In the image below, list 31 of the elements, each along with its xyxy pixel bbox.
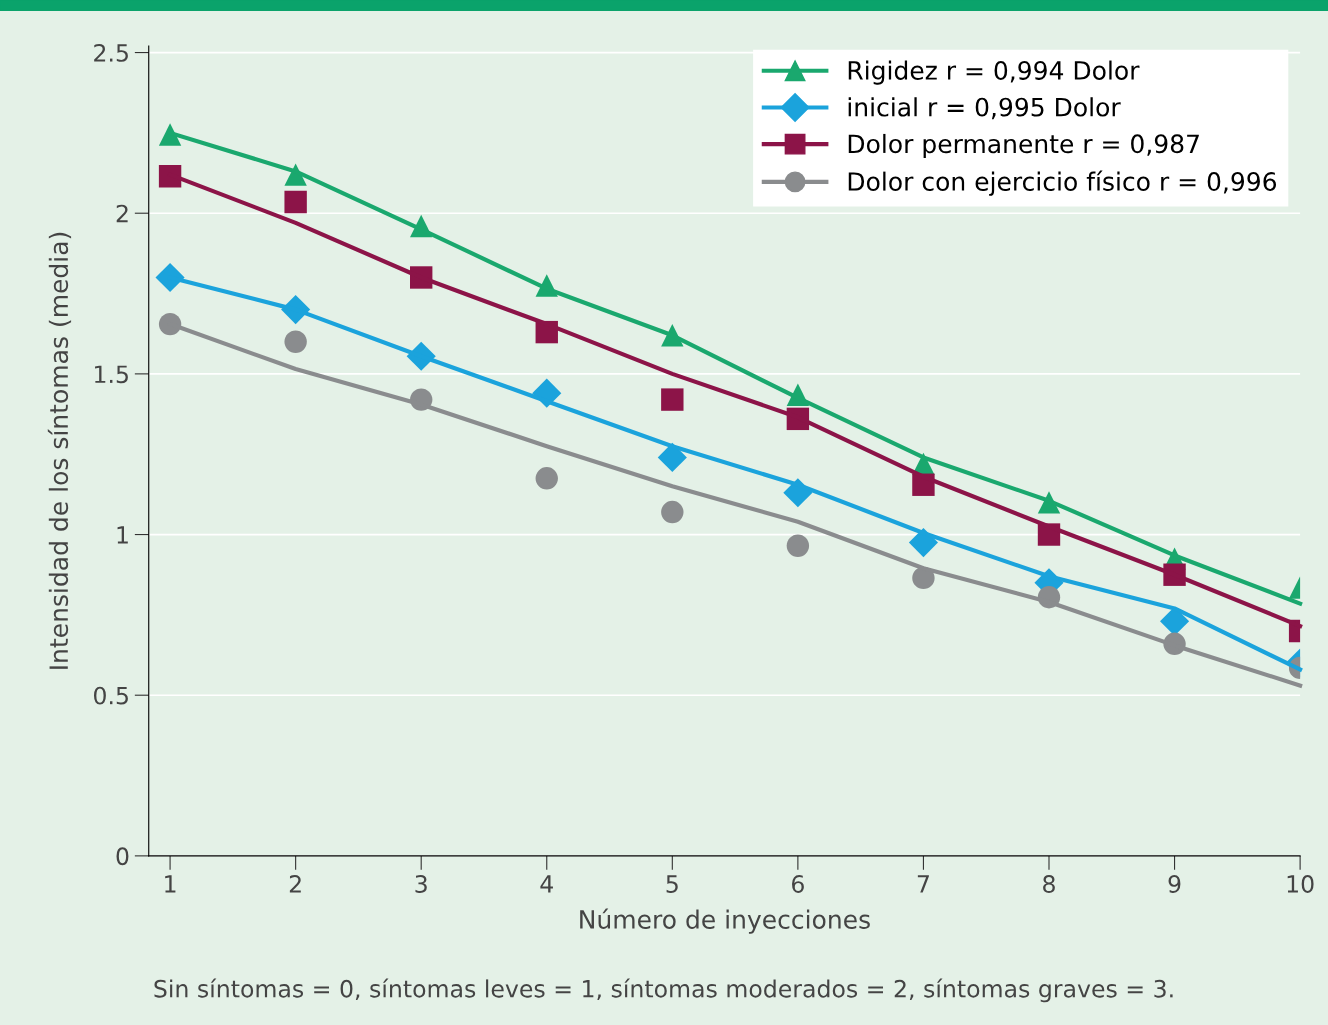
point [535,467,558,490]
point [284,190,307,214]
point [786,534,810,557]
x-tick-label: 7 [917,875,929,893]
y-tick-label: 0.5 [93,686,128,705]
x-tick-label: 6 [792,875,804,893]
point [661,500,684,524]
x-tick-label: 1 [165,875,176,893]
x-tick-label: 4 [540,875,553,893]
legend-label: inicial r = 0,995 Dolor [848,97,1121,120]
legend-label: Rigidez r = 0,994 Dolor [848,60,1140,85]
text: Sin síntomas = 0, síntomas leves = 1, síntomas moderados = 2, síntomas graves = 3. [154,978,1173,1003]
y-tick-label: 1 [117,526,128,544]
point [661,388,684,411]
x-tick-label: 2 [289,875,301,893]
point [284,330,307,353]
y-tick-label: 2.5 [94,44,128,62]
y-tick-label: 0 [116,847,129,866]
legend-label: Dolor con ejercicio físico r = 0,996 [848,170,1277,196]
x-tick-label: 9 [1168,875,1181,893]
x-tick-label: 8 [1043,875,1055,893]
legend-label: Dolor permanente r = 0,987 [848,133,1199,159]
point [158,123,182,146]
y-tick-label: 2 [116,204,128,223]
x-axis-title: Número de inyecciones [580,908,870,934]
y-axis-title: Intensidad de los síntomas (media) [47,232,72,669]
x-tick-label: 3 [415,875,427,893]
point [657,442,687,472]
x-tick-label: 5 [666,875,678,893]
y-tick-label: 1.5 [95,365,128,384]
x-tick-label: 10 [1287,875,1314,893]
